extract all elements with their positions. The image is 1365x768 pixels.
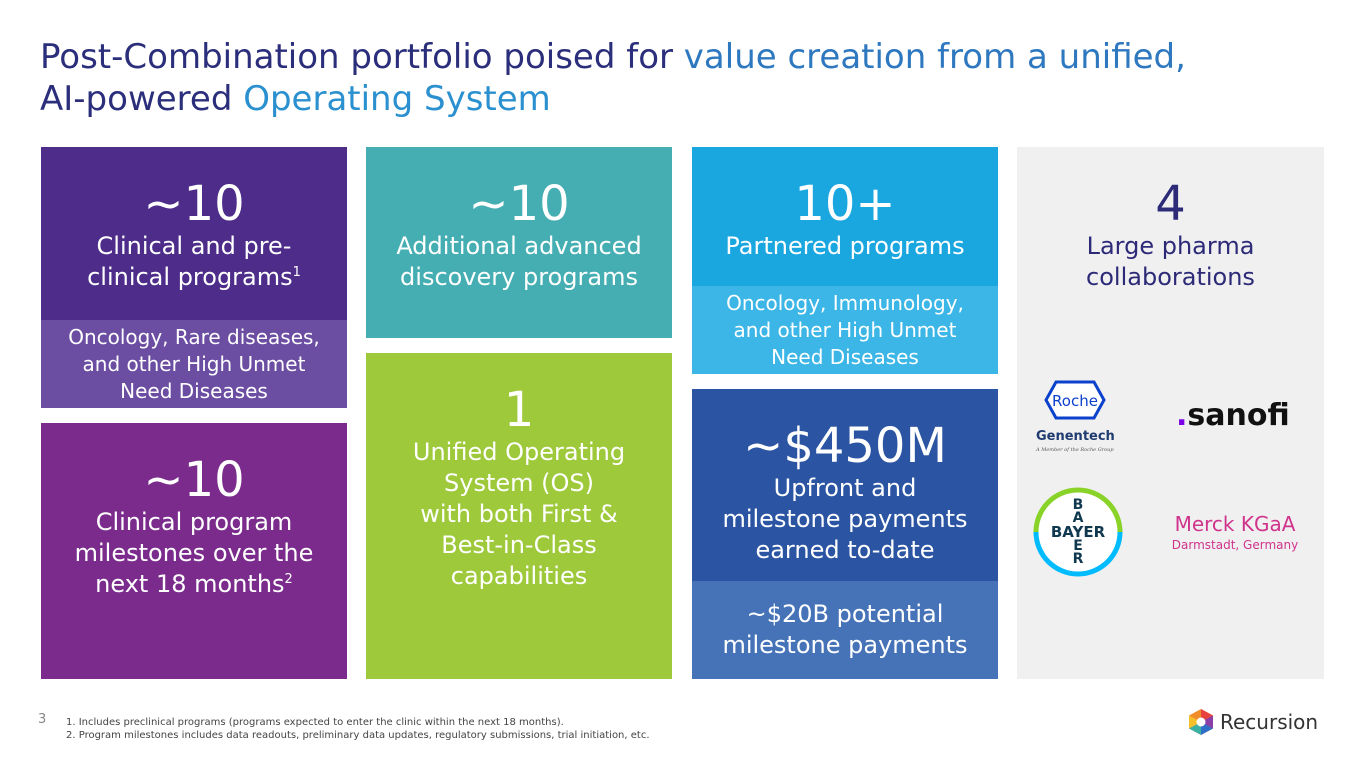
recursion-logo: Recursion — [1188, 707, 1318, 737]
os-count: 1 — [503, 382, 535, 438]
clinical-programs-label2: clinical programs1 — [87, 263, 301, 291]
roche-genentech-logo: Roche Genentech A Member of the Roche Gr… — [1034, 378, 1134, 458]
page-number: 3 — [38, 712, 47, 727]
clinical-programs-count: ~10 — [143, 176, 245, 232]
operating-system-card: 1 Unified Operating System (OS) with bot… — [366, 353, 672, 679]
page-title: Post-Combination portfolio poised for va… — [40, 37, 1186, 119]
svg-text:A Member of the Roche Group: A Member of the Roche Group — [1035, 447, 1114, 453]
sanofi-logo: .sanofi — [1176, 398, 1290, 433]
footnote-1: 1. Includes preclinical programs (progra… — [66, 717, 564, 728]
svg-text:R: R — [1073, 551, 1084, 567]
footnotes: 1. Includes preclinical programs (progra… — [66, 716, 650, 742]
bayer-logo: B A BAYER E R — [1032, 486, 1124, 578]
partnered-count: 10+ — [794, 176, 896, 232]
svg-text:BAYER: BAYER — [1051, 523, 1106, 541]
svg-text:E: E — [1073, 538, 1083, 554]
svg-text:Genentech: Genentech — [1036, 429, 1115, 444]
clinical-programs-label1: Clinical and pre- — [96, 232, 292, 260]
payments-amount: ~$450M — [743, 418, 947, 474]
clinical-programs-areas: Oncology, Rare diseases, and other High … — [41, 320, 347, 408]
milestones-count: ~10 — [143, 452, 245, 508]
merck-logo: Merck KGaA Darmstadt, Germany — [1171, 512, 1299, 552]
footnote-2: 2. Program milestones includes data read… — [66, 730, 650, 741]
svg-text:A: A — [1073, 510, 1084, 526]
discovery-programs-card: ~10 Additional advanced discovery progra… — [366, 147, 672, 338]
svg-text:B: B — [1073, 497, 1084, 513]
clinical-programs-card: ~10 Clinical and pre- clinical programs1 — [41, 147, 347, 320]
discovery-count: ~10 — [468, 176, 570, 232]
recursion-wordmark: Recursion — [1220, 710, 1319, 734]
milestones-card: ~10 Clinical program milestones over the… — [41, 423, 347, 679]
potential-payments: ~$20B potential milestone payments — [692, 581, 998, 679]
pharma-count: 4 — [1155, 176, 1186, 232]
partnered-programs-card: 10+ Partnered programs — [692, 147, 998, 286]
svg-text:Roche: Roche — [1052, 392, 1098, 410]
payments-card: ~$450M Upfront and milestone payments ea… — [692, 389, 998, 581]
recursion-hex-icon — [1189, 709, 1213, 735]
partnered-programs-areas: Oncology, Immunology, and other High Unm… — [692, 286, 998, 374]
